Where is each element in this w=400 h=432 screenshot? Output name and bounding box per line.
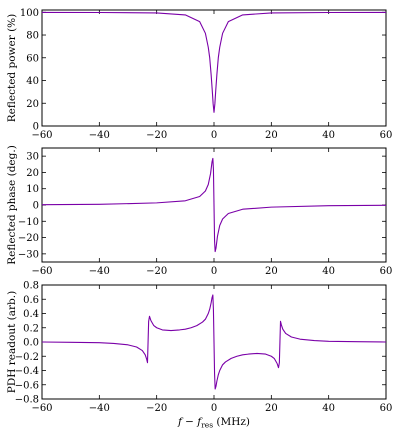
x-tick-label: −40 [89,403,110,414]
x-tick-label: −40 [89,266,110,277]
y-tick-label: 0.4 [23,309,39,320]
x-tick-label: −20 [146,403,167,414]
x-tick-label: 40 [322,266,335,277]
x-tick-label: 20 [265,266,278,277]
x-tick-label: 40 [322,130,335,141]
x-tick-label: 0 [211,130,217,141]
y-tick-label: 0 [33,122,39,133]
x-tick-label: −40 [89,130,110,141]
x-tick-label: 60 [380,266,393,277]
y-tick-label: −0.6 [15,380,39,391]
y-tick-label: −30 [18,249,39,260]
chart-panel-2: −60 −40 −20 0 20 40 60 −30 −20 −10 0 10 20 30 Reflecte… [6,145,392,277]
y-tick-label: 0.8 [23,281,39,292]
x-tick-label: −60 [31,403,52,414]
chart-panel-3: −60 −40 −20 0 20 40 60 −0.8 −0.6 −0.4 −0.2 0.0 0.2 0.… [6,281,392,430]
y-tick-label: −10 [18,217,39,228]
x-axis-title: f − fres (MHz) [177,416,250,430]
x-tick-label: 60 [380,403,393,414]
y-tick-label: 20 [26,99,39,110]
y-tick-label: 0 [33,201,39,212]
y-tick-label: −0.8 [15,395,39,406]
y-tick-label: 30 [26,152,39,163]
y-axis-title: Reflected phase (deg.) [6,145,18,265]
y-tick-label: −0.4 [15,366,39,377]
y-tick-label: 100 [20,8,39,19]
x-tick-label: 20 [265,403,278,414]
y-tick-label: 0.2 [23,323,39,334]
x-tick-label: −20 [146,266,167,277]
x-tick-label: −60 [31,266,52,277]
y-tick-label: 20 [26,168,39,179]
x-tick-label: 0 [211,266,217,277]
y-tick-label: 0.0 [23,338,39,349]
x-tick-label: 20 [265,130,278,141]
y-tick-label: 80 [26,31,39,42]
series-line-1 [41,294,387,390]
y-tick-label: 10 [26,184,39,195]
y-tick-label: −0.2 [15,352,39,363]
y-axis-title: Reflected power (%) [6,14,18,122]
x-tick-label: 40 [322,403,335,414]
y-tick-label: 40 [26,76,39,87]
x-tick-label: 60 [380,130,393,141]
y-tick-label: −20 [18,233,39,244]
series-line-1 [41,11,387,113]
y-tick-label: 0.6 [23,295,39,306]
x-tick-label: −60 [31,130,52,141]
y-tick-label: 60 [26,53,39,64]
x-tick-label: −20 [146,130,167,141]
series-line-1 [41,157,387,253]
y-axis-title: PDH readout (arb.) [6,291,18,393]
x-tick-label: 0 [211,403,217,414]
